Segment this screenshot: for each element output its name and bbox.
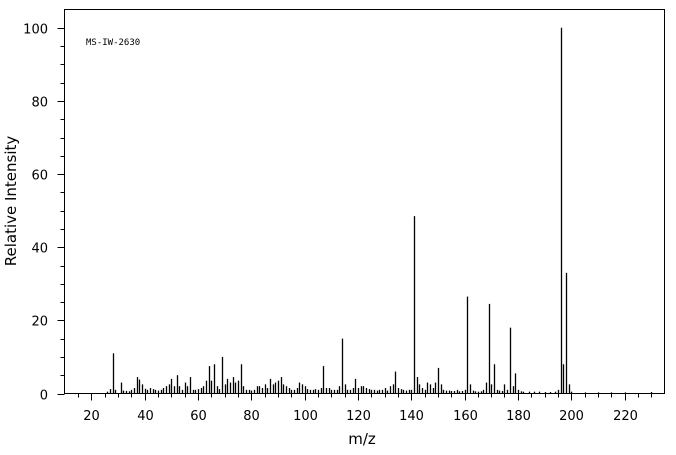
x-tick-label: 220 [613, 409, 638, 424]
y-tick-label: 60 [31, 169, 48, 184]
peak-bars [106, 27, 653, 394]
x-tick-label: 200 [559, 409, 584, 424]
x-tick-label: 20 [83, 409, 100, 424]
minor-ticks [60, 46, 652, 398]
y-tick-label: 20 [31, 315, 48, 330]
x-tick-label: 100 [293, 409, 318, 424]
y-tick-label: 0 [40, 389, 48, 404]
x-tick-labels: 20 40 60 80 100 120 140 160 180 200 220 [83, 409, 638, 424]
plot-frame [64, 9, 665, 394]
x-axis-title: m/z [348, 430, 376, 448]
x-tick-label: 120 [346, 409, 371, 424]
x-tick-label: 80 [243, 409, 260, 424]
x-tick-label: 140 [399, 409, 424, 424]
major-ticks [57, 28, 626, 401]
x-tick-label: 160 [453, 409, 478, 424]
x-tick-label: 60 [190, 409, 207, 424]
x-tick-label: 180 [506, 409, 531, 424]
y-tick-label: 100 [23, 23, 48, 38]
y-tick-labels: 0 20 40 60 80 100 [23, 23, 48, 404]
y-tick-label: 40 [31, 242, 48, 257]
x-tick-label: 40 [137, 409, 154, 424]
annotation-code: MS-IW-2630 [86, 38, 140, 48]
y-axis-title: Relative Intensity [2, 136, 20, 267]
y-tick-label: 80 [31, 96, 48, 111]
